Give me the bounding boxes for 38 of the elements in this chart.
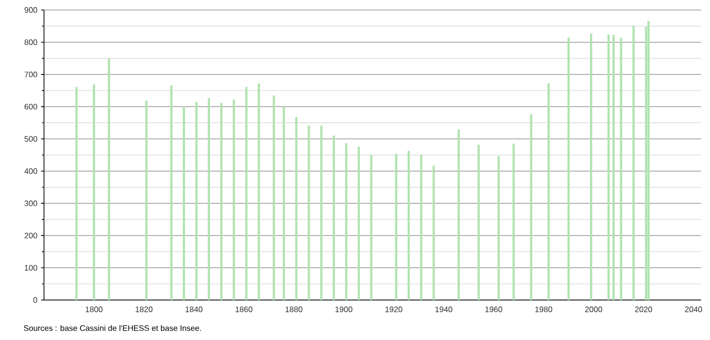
- bar: [358, 146, 360, 300]
- bar: [568, 38, 570, 300]
- bar: [420, 155, 422, 300]
- bar: [295, 116, 298, 300]
- bar: [220, 102, 222, 300]
- bar: [395, 154, 398, 300]
- bar: [607, 34, 610, 300]
- bar: [647, 20, 650, 300]
- bar: [612, 34, 615, 300]
- bar: [590, 34, 592, 300]
- bar: [108, 58, 110, 300]
- bar: [478, 144, 480, 300]
- bar: [548, 83, 550, 300]
- bar: [632, 25, 635, 300]
- bar: [530, 114, 532, 300]
- bar: [145, 100, 148, 300]
- bar: [282, 106, 285, 300]
- bar: [408, 150, 410, 300]
- bar: [345, 143, 348, 300]
- bar: [258, 83, 260, 300]
- bar: [512, 144, 515, 300]
- bar: [208, 98, 210, 300]
- bar: [458, 130, 460, 300]
- bar: [195, 102, 198, 300]
- bar: [308, 126, 310, 300]
- bar: [182, 106, 185, 300]
- bar: [320, 126, 322, 300]
- bar: [92, 84, 96, 300]
- bar: [370, 155, 372, 300]
- bar: [332, 136, 335, 300]
- bar: [75, 87, 78, 300]
- bar: [232, 100, 235, 300]
- bar: [432, 166, 435, 300]
- bar: [245, 87, 248, 300]
- bar: [498, 156, 500, 300]
- bar: [272, 95, 275, 300]
- bar: [170, 85, 173, 300]
- bar: [620, 38, 622, 300]
